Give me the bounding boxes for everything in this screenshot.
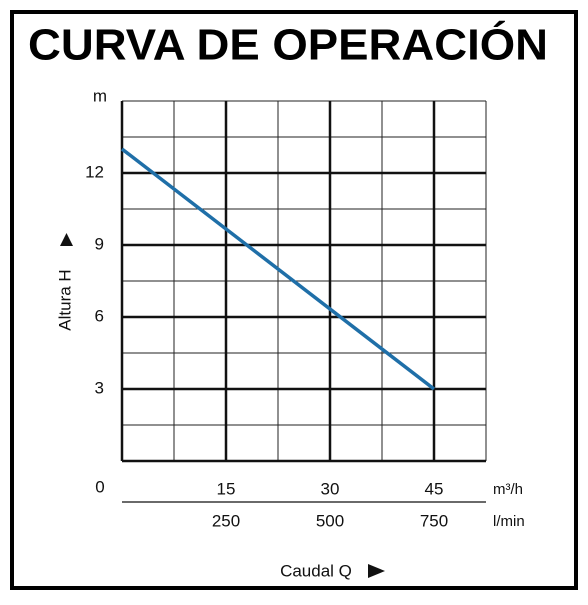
chart-title: CURVA DE OPERACIÓN <box>28 20 548 70</box>
y-tick-label: 9 <box>95 234 104 253</box>
x-axis-label: Caudal Q <box>280 561 352 580</box>
x2-unit: l/min <box>493 513 525 530</box>
x-arrow <box>368 564 385 578</box>
y-tick-label: 6 <box>95 306 104 325</box>
x2-tick-label: 250 <box>212 511 240 530</box>
y-arrow <box>60 233 73 246</box>
y-tick-label: 0 <box>95 477 104 496</box>
x-unit: m³/h <box>493 481 523 498</box>
y-tick-label: 3 <box>95 378 104 397</box>
y-axis-label: Altura H <box>55 269 74 330</box>
data-line <box>120 147 436 391</box>
x2-tick-label: 500 <box>316 511 344 530</box>
x-tick-label: 30 <box>321 479 340 498</box>
x2-tick-label: 750 <box>420 511 448 530</box>
x-tick-label: 45 <box>425 479 444 498</box>
frame <box>10 10 578 590</box>
x-tick-label: 15 <box>217 479 236 498</box>
y-unit: m <box>93 86 107 105</box>
y-tick-label: 12 <box>85 162 104 181</box>
